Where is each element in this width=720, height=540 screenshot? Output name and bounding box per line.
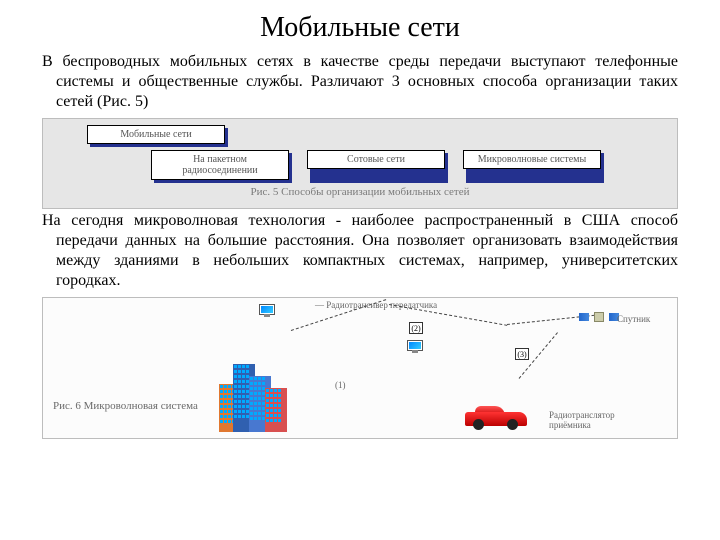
tree-children: На пакетном радиосоединении Сотовые сети…	[151, 150, 669, 180]
buildings-icon	[223, 360, 293, 432]
tree-root-label: Мобильные сети	[87, 125, 225, 144]
receiver-label: Радиотранслятор приёмника	[549, 410, 649, 430]
computer-icon	[259, 304, 281, 322]
tree-root: Мобильные сети	[87, 125, 225, 144]
node-3: (3)	[515, 348, 529, 360]
paragraph-1: В беспроводных мобильных сетях в качеств…	[42, 52, 678, 112]
tree-child-2: Сотовые сети	[307, 150, 445, 180]
satellite-icon	[587, 310, 611, 324]
figure-5-caption: Рис. 5 Способы организации мобильных сет…	[51, 186, 669, 198]
page-title: Мобильные сети	[42, 12, 678, 44]
figure-5: Мобильные сети На пакетном радиосоединен…	[42, 118, 678, 209]
node-1: (1)	[335, 380, 346, 390]
tree-child-1: На пакетном радиосоединении	[151, 150, 289, 180]
tree-child-3: Микроволновые системы	[463, 150, 601, 180]
node-2: (2)	[409, 322, 423, 334]
paragraph-2: На сегодня микроволновая технология - на…	[42, 211, 678, 291]
figure-6-caption: Рис. 6 Микроволновая система	[53, 400, 198, 412]
computer-icon	[407, 340, 429, 358]
satellite-label: Спутник	[617, 314, 650, 324]
car-icon	[465, 404, 527, 430]
figure-6: Рис. 6 Микроволновая система — Радиотран…	[42, 297, 678, 439]
